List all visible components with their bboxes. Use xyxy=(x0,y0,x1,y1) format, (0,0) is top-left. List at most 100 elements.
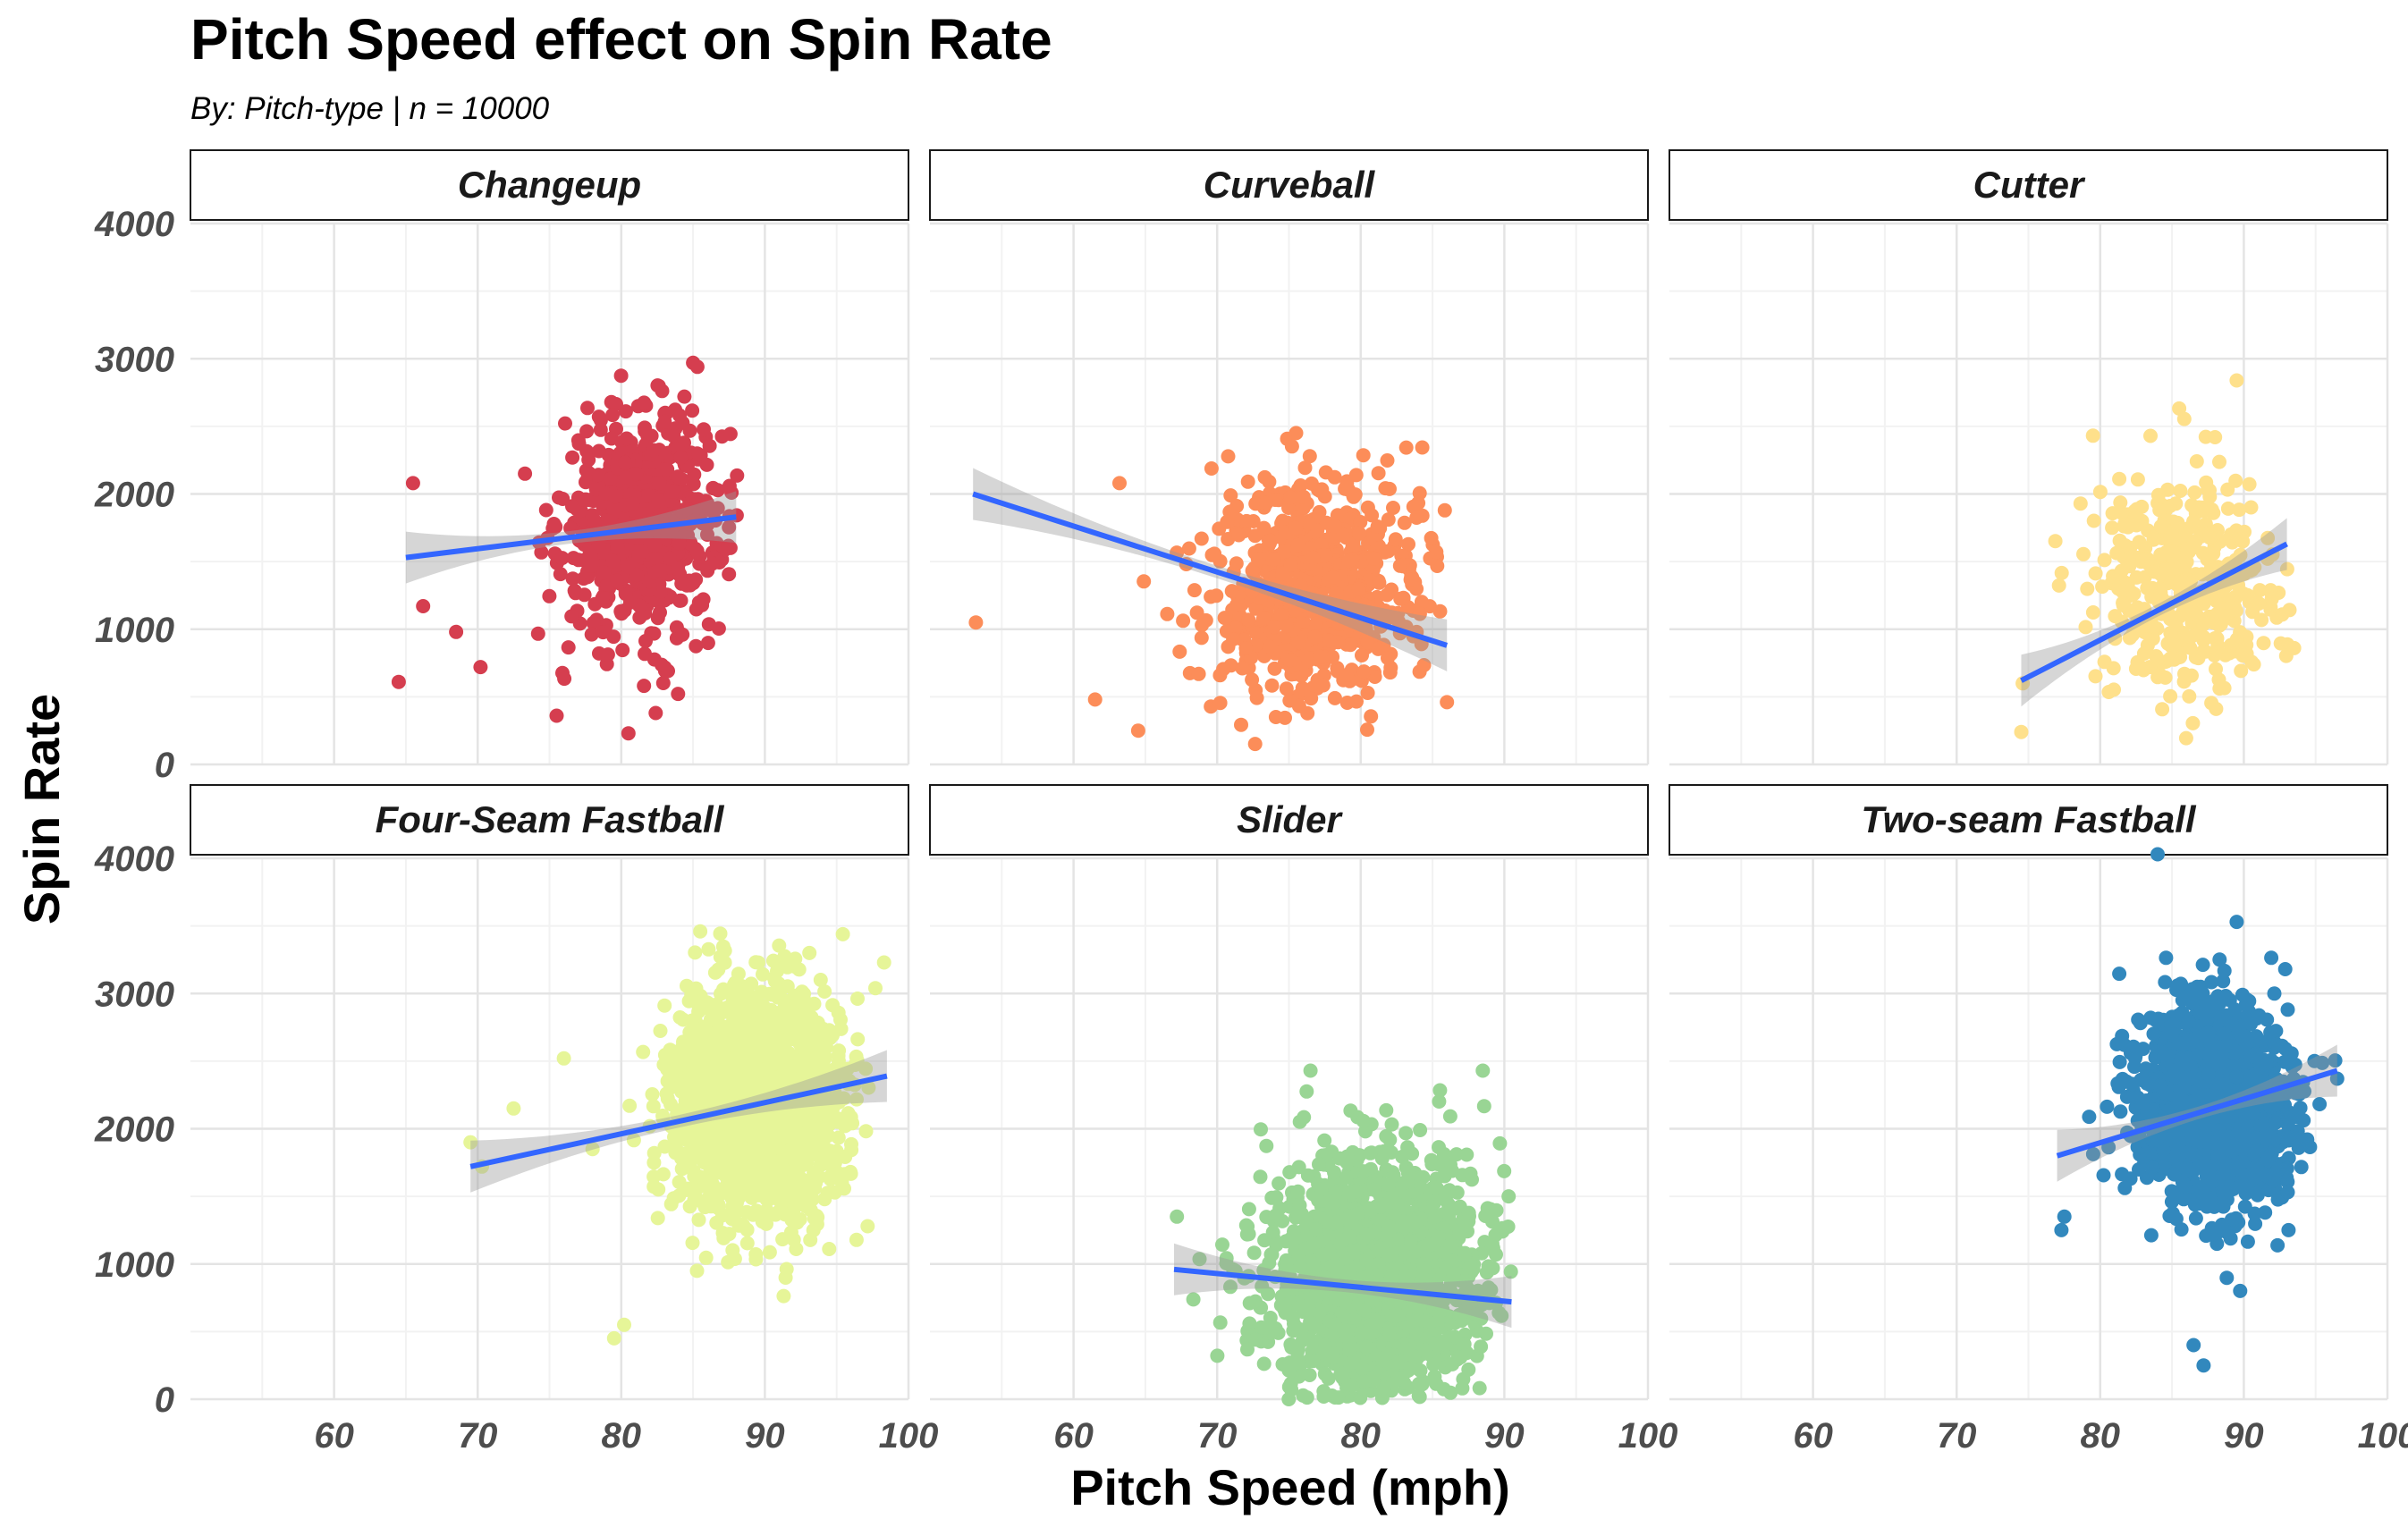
data-point xyxy=(849,1232,864,1247)
data-point xyxy=(662,551,677,566)
data-point xyxy=(2085,428,2100,443)
y-tick-label: 2000 xyxy=(94,1110,174,1150)
data-point xyxy=(748,1042,764,1058)
data-point xyxy=(809,1213,824,1228)
data-point xyxy=(1112,476,1127,491)
data-point xyxy=(833,1021,849,1036)
data-point xyxy=(1497,1163,1512,1178)
data-point xyxy=(587,596,603,612)
data-point xyxy=(817,1119,832,1135)
data-point xyxy=(565,450,580,465)
data-point xyxy=(1216,662,1231,677)
data-point xyxy=(714,1157,730,1172)
data-point xyxy=(681,993,697,1009)
data-point xyxy=(721,538,736,553)
data-point xyxy=(700,495,715,511)
data-point xyxy=(733,1156,748,1170)
data-point xyxy=(821,1027,836,1042)
data-point xyxy=(817,1192,832,1207)
data-point xyxy=(677,389,692,404)
data-point xyxy=(2173,484,2188,498)
data-point xyxy=(2108,609,2123,624)
data-point xyxy=(728,975,743,991)
data-point xyxy=(604,471,618,486)
data-point xyxy=(2229,373,2244,388)
data-point xyxy=(700,636,715,651)
data-point xyxy=(1217,611,1232,626)
data-point xyxy=(835,926,850,941)
data-point xyxy=(1327,690,1342,705)
data-point xyxy=(1291,698,1306,713)
data-point xyxy=(1322,633,1338,648)
data-point xyxy=(653,605,667,620)
data-point xyxy=(2196,596,2211,612)
data-point xyxy=(1388,532,1403,547)
data-point xyxy=(2078,620,2093,635)
data-point xyxy=(2097,553,2112,568)
data-point xyxy=(1356,448,1371,463)
data-point xyxy=(1212,696,1228,711)
data-point xyxy=(793,1127,807,1142)
data-point xyxy=(655,657,669,672)
data-point xyxy=(565,571,580,587)
data-point xyxy=(715,939,731,954)
data-point xyxy=(676,1034,690,1050)
data-point xyxy=(725,1127,740,1143)
data-point xyxy=(1436,1381,1451,1397)
data-point xyxy=(693,595,708,610)
data-point xyxy=(1372,575,1387,590)
data-point xyxy=(711,621,726,636)
data-point xyxy=(1266,552,1281,567)
data-point xyxy=(2097,654,2112,670)
data-point xyxy=(1371,466,1386,481)
data-point xyxy=(1341,553,1356,569)
facet-panel-2: Curveball xyxy=(929,149,1650,766)
data-point xyxy=(754,1131,769,1146)
data-point xyxy=(2130,654,2145,670)
data-point xyxy=(2182,688,2197,704)
data-point xyxy=(2123,540,2138,555)
data-point xyxy=(876,955,891,970)
data-point xyxy=(2208,430,2223,444)
data-point xyxy=(1364,709,1379,724)
data-point xyxy=(1356,664,1372,679)
data-point xyxy=(2177,666,2192,681)
data-point xyxy=(766,1183,782,1198)
data-point xyxy=(705,556,720,571)
x-tick-label: 90 xyxy=(745,1416,785,1456)
data-point xyxy=(636,1044,651,1059)
data-point xyxy=(830,1114,845,1129)
data-point xyxy=(2220,501,2235,516)
data-point xyxy=(1187,583,1202,598)
data-point xyxy=(1380,587,1395,603)
data-point xyxy=(1386,501,1400,515)
data-point xyxy=(579,463,594,478)
data-point xyxy=(699,995,714,1010)
facet-strip-label: Four-Seam Fastball xyxy=(376,798,725,840)
data-point xyxy=(850,1032,866,1047)
data-point xyxy=(580,401,595,416)
data-point xyxy=(776,1288,791,1304)
data-point xyxy=(1360,686,1375,700)
data-point xyxy=(2163,688,2178,704)
data-point xyxy=(650,1211,665,1226)
data-point xyxy=(663,1080,679,1095)
data-point xyxy=(583,558,598,573)
data-point xyxy=(1297,460,1313,476)
data-point xyxy=(1409,511,1424,525)
data-point xyxy=(606,501,621,516)
data-point xyxy=(1398,440,1414,455)
data-point xyxy=(691,447,706,462)
facet-panel-3: Cutter xyxy=(1669,149,2389,766)
data-point xyxy=(405,476,420,491)
data-point xyxy=(1181,541,1196,556)
data-point xyxy=(1393,591,1408,606)
data-point xyxy=(2256,636,2271,651)
data-point xyxy=(802,945,817,960)
data-point xyxy=(695,1170,710,1186)
data-point xyxy=(713,926,728,941)
data-point xyxy=(1459,1147,1474,1162)
data-point xyxy=(1257,469,1272,485)
data-point xyxy=(671,561,686,577)
